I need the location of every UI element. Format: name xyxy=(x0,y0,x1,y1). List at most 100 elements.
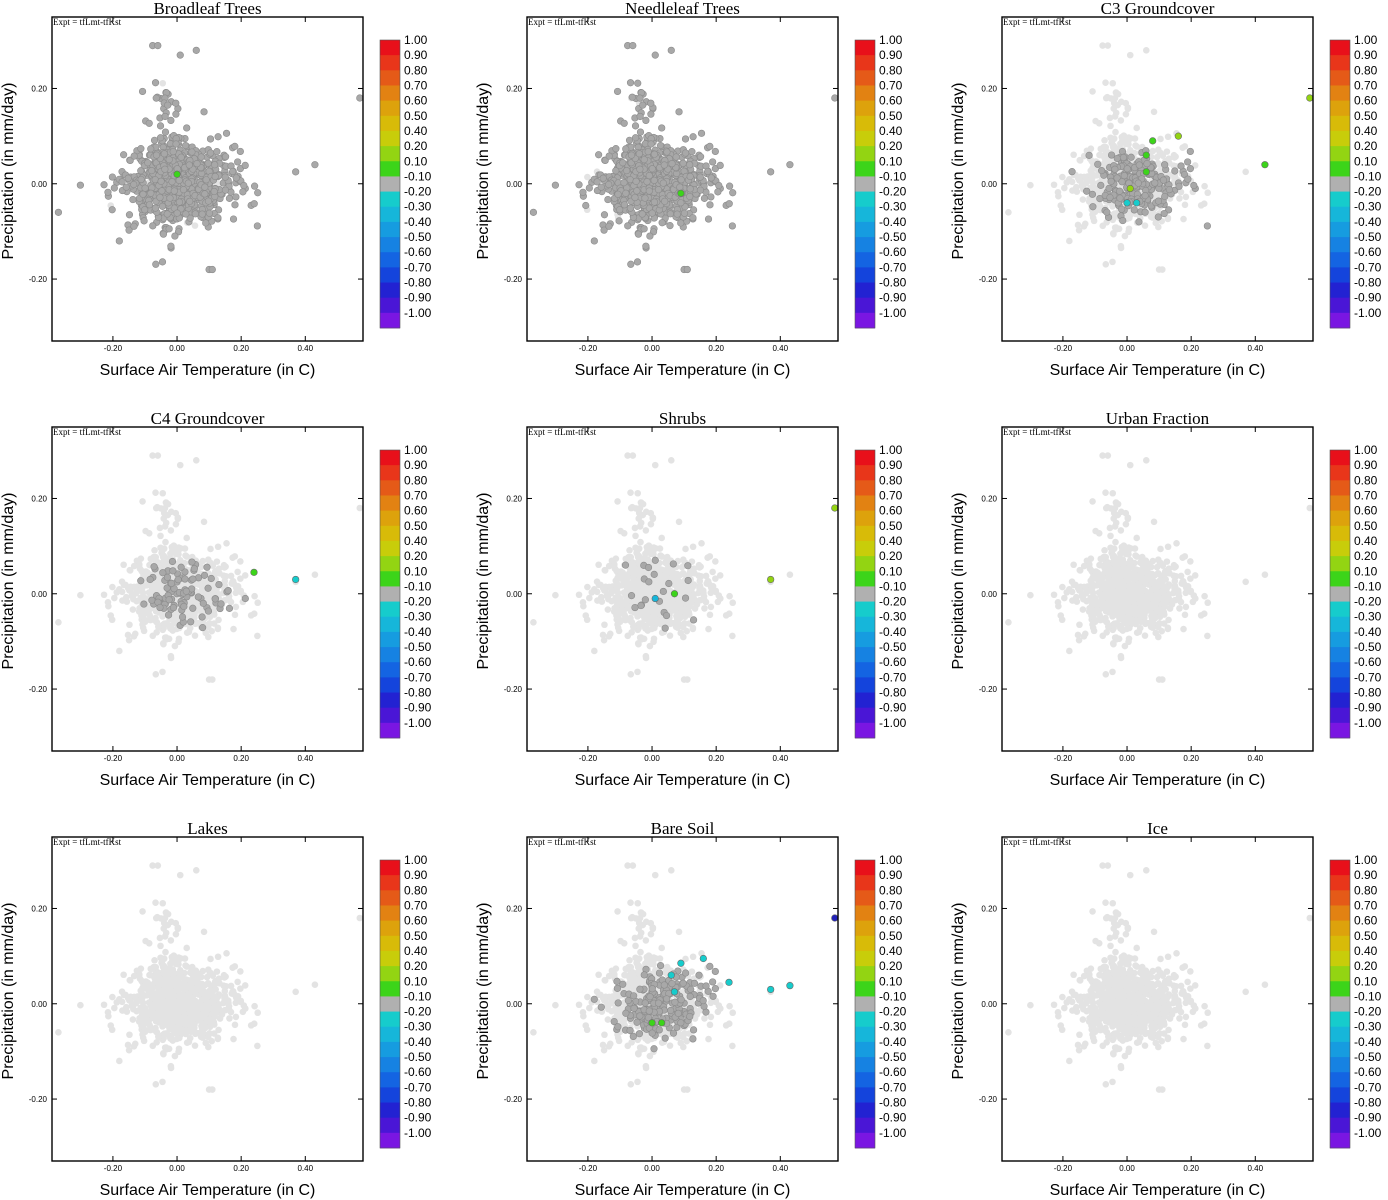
colorbar-label: -0.40 xyxy=(1354,215,1382,229)
colorbar-swatch xyxy=(380,55,400,71)
x-tick-label: 0.40 xyxy=(1247,344,1263,353)
neutral-point xyxy=(129,195,137,204)
colorbar-swatch xyxy=(855,297,875,314)
background-point xyxy=(1122,110,1130,118)
colorbar-label: 0.60 xyxy=(404,94,428,108)
background-point xyxy=(1181,201,1189,209)
colorbar-swatch xyxy=(1330,55,1350,71)
colorbar-label: -0.70 xyxy=(404,260,432,274)
colorbar-label: -0.30 xyxy=(404,200,432,214)
neutral-point xyxy=(612,167,620,175)
y-tick-label: 0.20 xyxy=(506,84,522,93)
neutral-point xyxy=(624,222,632,230)
colorbar-label: 0.90 xyxy=(1354,48,1378,62)
background-point xyxy=(1076,157,1084,164)
background-point xyxy=(1068,178,1076,186)
background-point xyxy=(1126,51,1134,59)
background-point xyxy=(1106,114,1114,122)
colorbar-swatch xyxy=(380,237,400,253)
y-axis-label: Precipitation (in mm/day) xyxy=(0,83,17,260)
y-axis-label: Precipitation (in mm/day) xyxy=(950,83,967,260)
neutral-point xyxy=(600,211,609,219)
colorbar-label: -0.20 xyxy=(404,185,432,199)
neutral-point xyxy=(677,176,685,184)
colorbar: 1.000.900.800.700.600.500.400.200.10-0.1… xyxy=(379,33,432,329)
neutral-point xyxy=(715,181,723,190)
colorbar-swatch xyxy=(380,206,400,223)
neutral-point xyxy=(137,167,145,175)
neutral-point xyxy=(680,209,689,217)
background-point xyxy=(1111,94,1119,102)
neutral-point xyxy=(207,149,215,157)
colorbar-swatch xyxy=(1330,221,1350,238)
colorbar-label: -0.60 xyxy=(1354,245,1382,259)
background-point xyxy=(1102,143,1110,151)
colorbar-label: -0.90 xyxy=(879,291,907,305)
background-point xyxy=(1114,101,1122,109)
panel-title: C4 Groundcover xyxy=(151,409,265,428)
neutral-point xyxy=(706,201,714,209)
background-point xyxy=(1099,222,1107,230)
y-axis-label: Precipitation (in mm/day) xyxy=(475,83,492,260)
neutral-point xyxy=(661,197,669,205)
neutral-point xyxy=(1165,186,1174,194)
x-tick-label: 0.00 xyxy=(1119,344,1135,353)
background-point xyxy=(1113,89,1120,97)
neutral-point xyxy=(169,148,177,156)
neutral-point xyxy=(181,141,190,150)
highlight-point xyxy=(1142,151,1150,159)
neutral-point xyxy=(232,174,240,182)
neutral-point xyxy=(551,181,559,189)
neutral-point xyxy=(575,181,583,189)
neutral-point xyxy=(170,187,178,195)
neutral-point xyxy=(677,219,685,227)
neutral-point xyxy=(158,187,166,195)
neutral-point xyxy=(192,46,200,54)
background-point xyxy=(1148,210,1156,218)
neutral-point xyxy=(211,172,219,181)
neutral-point xyxy=(666,222,674,230)
colorbar-label: -0.70 xyxy=(1354,260,1382,274)
neutral-point xyxy=(668,160,676,168)
colorbar: 1.000.900.800.700.600.500.400.200.10-0.1… xyxy=(1329,33,1382,329)
background-point xyxy=(1104,42,1112,49)
neutral-point xyxy=(104,188,112,196)
neutral-point xyxy=(1134,179,1142,187)
colorbar-swatch xyxy=(1330,130,1350,147)
neutral-point xyxy=(254,189,262,197)
neutral-point xyxy=(590,237,598,245)
neutral-point xyxy=(168,178,176,186)
neutral-point xyxy=(681,135,690,143)
background-point xyxy=(1109,143,1117,151)
neutral-point xyxy=(633,187,641,195)
neutral-point xyxy=(1068,168,1076,176)
neutral-point xyxy=(642,242,650,250)
neutral-point xyxy=(707,174,715,182)
x-tick-label: -0.20 xyxy=(579,344,598,353)
highlight-point xyxy=(173,170,181,178)
neutral-point xyxy=(151,79,160,87)
background-point xyxy=(191,222,199,229)
neutral-point xyxy=(184,179,192,187)
neutral-point xyxy=(597,183,605,191)
colorbar-label: -1.00 xyxy=(404,306,432,320)
neutral-point xyxy=(156,134,165,142)
neutral-point xyxy=(130,152,138,160)
background-point xyxy=(167,550,174,558)
neutral-point xyxy=(711,147,719,156)
neutral-point xyxy=(179,186,188,194)
background-point xyxy=(1133,124,1141,132)
neutral-point xyxy=(160,150,168,158)
neutral-point xyxy=(1111,165,1119,173)
colorbar-swatch xyxy=(1330,312,1350,329)
neutral-point xyxy=(1094,160,1102,168)
colorbar-label: -0.20 xyxy=(1354,185,1382,199)
neutral-point xyxy=(100,181,108,189)
background-point xyxy=(1201,182,1208,190)
background-point xyxy=(1164,133,1172,141)
neutral-point xyxy=(1151,179,1159,187)
colorbar-label: 0.70 xyxy=(879,78,903,92)
background-point xyxy=(1154,159,1162,167)
background-point xyxy=(1182,193,1190,201)
